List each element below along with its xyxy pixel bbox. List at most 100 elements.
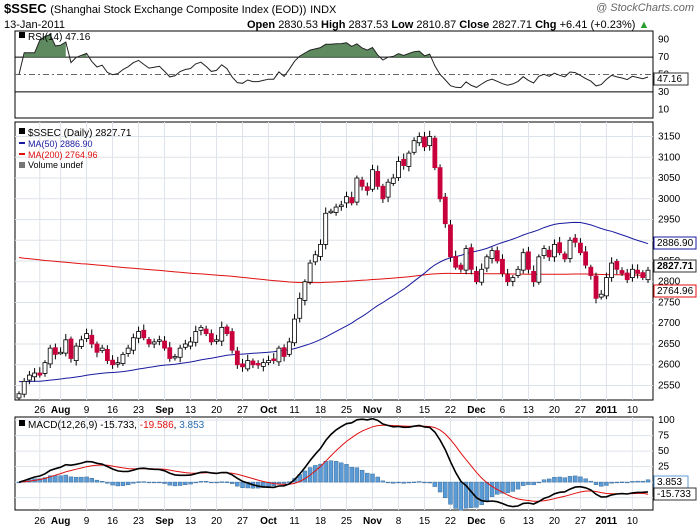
macd-hist-bar [625, 481, 630, 484]
macd-hist-bar [396, 481, 401, 484]
macd-hist-bar [58, 475, 63, 483]
candle-body [234, 350, 240, 366]
volume-legend-swatch [19, 162, 25, 168]
macd-hist-bar [536, 481, 542, 484]
candle-body [224, 326, 230, 335]
x-tick-label: Dec [467, 405, 486, 416]
rsi-tag-box [653, 72, 689, 86]
macd-hist-bar [479, 481, 484, 505]
macd-hist-bar [73, 476, 79, 483]
candle-body [510, 277, 516, 282]
candle-body [520, 252, 526, 271]
candle-body [385, 181, 391, 198]
candle-body [94, 343, 100, 353]
candle-body [312, 254, 318, 263]
macd-hist-bar [391, 481, 396, 484]
chg-label: Chg [535, 19, 557, 31]
candle-body [588, 266, 594, 276]
macd-hist-bar [302, 470, 308, 483]
price-tick-label: 2700 [658, 318, 681, 329]
candle-body [323, 212, 329, 245]
x-tick-label: 9 [84, 405, 90, 416]
macd-hist-bar [224, 481, 230, 483]
macd-legend-prefix: MACD(12,26,9) [28, 420, 97, 431]
macd-hist-bar [120, 481, 126, 486]
macd-hist-bar [136, 481, 141, 483]
macd-hist-bar [209, 481, 214, 484]
ma50-tag-box [653, 236, 697, 250]
exchange-code: INDX [310, 4, 337, 16]
candle-body [208, 333, 214, 343]
macd-hist-bar [484, 481, 490, 501]
x-tick-label: 27 [237, 516, 249, 527]
price-tick-label: 2600 [658, 360, 681, 371]
x-tick-label: 10 [627, 405, 639, 416]
candle-body [406, 152, 412, 167]
candle-body [162, 340, 167, 349]
ma200-tag-text: 2764.96 [657, 286, 694, 297]
candle-body [203, 328, 209, 335]
stockcharts-credit[interactable]: @ StockCharts.com [596, 2, 694, 14]
macd-hist-bar [68, 476, 74, 483]
rsi-tick-label: 30 [658, 87, 670, 98]
macd-hist-bar [463, 481, 469, 509]
macd-hist-bar [115, 481, 120, 487]
macd-hist-bar [146, 481, 152, 484]
candle-body [84, 333, 89, 339]
macd-legend: MACD(12,26,9) -15.733, -19.586, 3.853 [19, 420, 205, 431]
candle-body [380, 185, 386, 200]
candle-body [598, 293, 604, 298]
x-tick-label: 18 [315, 405, 327, 416]
candle-body [292, 318, 297, 344]
candle-body [609, 262, 615, 278]
macd-hist-bar [37, 478, 42, 483]
macd-hist-bar [401, 481, 406, 484]
candle-body [344, 196, 349, 204]
price-legend-swatch [19, 128, 25, 134]
macd-legend-text: MACD(12,26,9) -15.733, -19.586, 3.853 [28, 420, 205, 431]
candle-body [583, 251, 589, 266]
macd-hist-bar [515, 481, 521, 490]
quote-date: 13-Jan-2011 [4, 19, 65, 31]
candle-body [245, 360, 251, 370]
price-legend: $SSEC (Daily) 2827.71 MA(50) 2886.90 MA(… [19, 128, 132, 170]
candle-body [572, 237, 578, 243]
price-tick-label: 2650 [658, 339, 681, 350]
macd-hist-bar [105, 481, 110, 484]
candle-body [500, 258, 505, 274]
macd-hist-bar [453, 481, 458, 509]
macd-hist-bar [99, 481, 105, 483]
macd-hist-bar [635, 480, 640, 483]
candle-body [250, 360, 256, 366]
candle-body [276, 347, 282, 363]
x-tick-label: 26 [34, 516, 46, 527]
candle-body [307, 262, 313, 283]
macd-hist-bar [328, 460, 334, 483]
price-tick-label: 3150 [658, 132, 681, 143]
candle-body [364, 186, 370, 191]
candle-body [390, 177, 396, 184]
macd-hist-bar [411, 481, 417, 483]
candle-body [177, 347, 183, 358]
macd-hist-bar [609, 481, 614, 484]
rsi-legend: RSI(14) 47.16 [19, 32, 91, 43]
macd-hist-bar [235, 481, 240, 487]
x-tick-label: 2011 [596, 405, 618, 416]
x-tick-label: 23 [133, 405, 145, 416]
macd-hist-bar [157, 481, 162, 484]
index-full-name: (Shanghai Stock Exchange Composite Index… [50, 4, 307, 16]
candle-body [104, 348, 110, 361]
macd-tick-label: 25 [658, 462, 670, 473]
macd-hist-bar [110, 481, 115, 486]
x-tick-label: 20 [211, 405, 223, 416]
up-arrow-icon: ▲ [638, 19, 650, 31]
x-tick-label: Nov [363, 516, 382, 527]
candle-body [125, 347, 131, 354]
price-grid: 2550260026502700275028002850290029503000… [15, 122, 681, 400]
macd-legend-macd: -15.733 [100, 420, 134, 431]
macd-hist-bar [583, 478, 588, 483]
x-tick-label: 16 [107, 516, 119, 527]
candle-body [645, 269, 651, 281]
macd-tick-label: 100 [658, 415, 675, 426]
